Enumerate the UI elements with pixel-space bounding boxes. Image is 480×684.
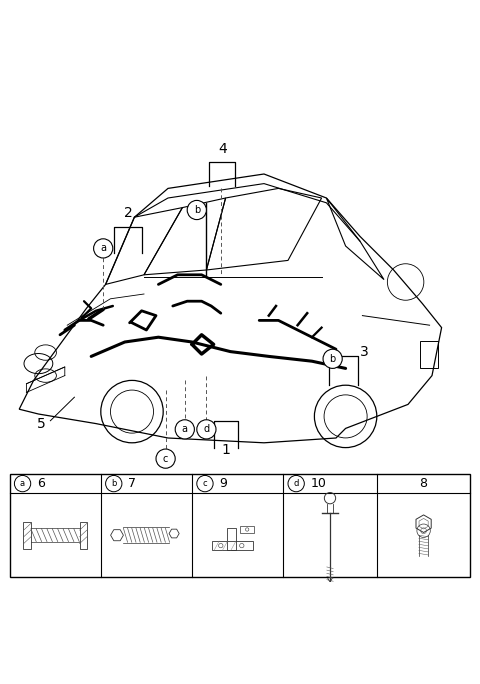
Text: 6: 6 [37, 477, 45, 490]
Text: a: a [20, 479, 25, 488]
Text: d: d [293, 479, 299, 488]
Circle shape [187, 200, 206, 220]
Text: 4: 4 [218, 142, 227, 156]
Circle shape [197, 420, 216, 439]
Circle shape [14, 475, 31, 492]
Text: c: c [203, 479, 207, 488]
Text: 3: 3 [360, 345, 369, 358]
Text: 9: 9 [219, 477, 227, 490]
Bar [23, 522, 31, 549]
Bar [227, 527, 236, 551]
Text: a: a [100, 244, 106, 253]
Bar [80, 522, 87, 549]
Circle shape [288, 475, 304, 492]
Bar [10, 474, 470, 577]
Text: 5: 5 [37, 417, 46, 431]
Text: d: d [204, 424, 209, 434]
Bar [420, 341, 438, 369]
Bar [240, 526, 254, 533]
Text: a: a [182, 424, 188, 434]
Text: b: b [193, 205, 200, 215]
Circle shape [323, 350, 342, 369]
Circle shape [106, 475, 122, 492]
Text: b: b [329, 354, 336, 364]
Text: 1: 1 [221, 443, 230, 457]
Text: 2: 2 [124, 206, 132, 220]
Circle shape [94, 239, 113, 258]
Text: 10: 10 [311, 477, 326, 490]
Text: b: b [111, 479, 117, 488]
Circle shape [175, 420, 194, 439]
Circle shape [197, 475, 213, 492]
Bar [212, 541, 252, 551]
Text: 8: 8 [420, 477, 428, 490]
Text: 7: 7 [128, 477, 136, 490]
Text: c: c [163, 453, 168, 464]
Circle shape [156, 449, 175, 469]
